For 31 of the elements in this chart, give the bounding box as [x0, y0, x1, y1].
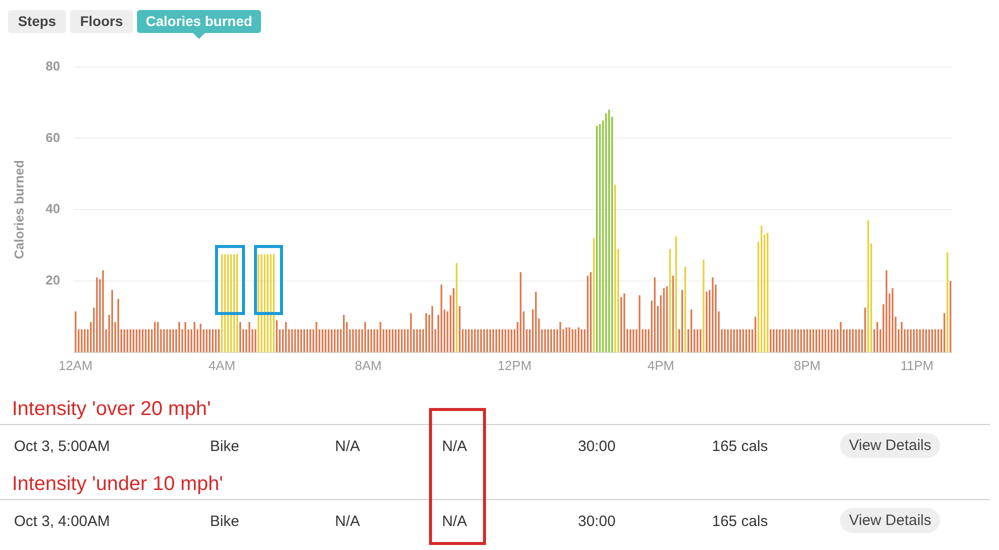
text: Oct 3, 4:00AM: [14, 513, 110, 530]
text: Steps: [18, 13, 56, 29]
text: Intensity 'over 20 mph': [12, 398, 211, 421]
y-tick-label: 60: [46, 130, 60, 145]
y-axis-title: Calories burned: [11, 160, 26, 260]
text: Floors: [80, 13, 123, 29]
text: Bike: [210, 513, 240, 530]
text: Bike: [210, 438, 240, 455]
y-tick-label: 40: [46, 201, 60, 216]
text: 165 cals: [712, 438, 768, 455]
x-tick-label: 4AM: [208, 358, 236, 373]
text: Intensity 'under 10 mph': [12, 473, 224, 496]
text: 165 cals: [712, 513, 768, 530]
text: N/A: [442, 513, 468, 530]
x-tick-label: 8AM: [354, 358, 382, 373]
text: N/A: [442, 438, 468, 455]
text: 30:00: [578, 438, 616, 455]
y-tick-label: 80: [46, 58, 60, 74]
text: View Details: [840, 508, 940, 533]
x-tick-label: 12AM: [58, 358, 93, 373]
y-tick-label: 20: [46, 272, 60, 288]
text: N/A: [335, 513, 360, 530]
text: 30:00: [578, 513, 616, 530]
text: Oct 3, 5:00AM: [14, 438, 110, 455]
x-tick-label: 12PM: [498, 358, 532, 373]
x-tick-label: 8PM: [794, 358, 821, 373]
x-tick-label: 11PM: [900, 358, 934, 373]
text: View Details: [840, 433, 940, 458]
x-tick-label: 4PM: [648, 358, 674, 373]
text: Calories burned: [146, 13, 252, 29]
text: N/A: [335, 438, 360, 455]
